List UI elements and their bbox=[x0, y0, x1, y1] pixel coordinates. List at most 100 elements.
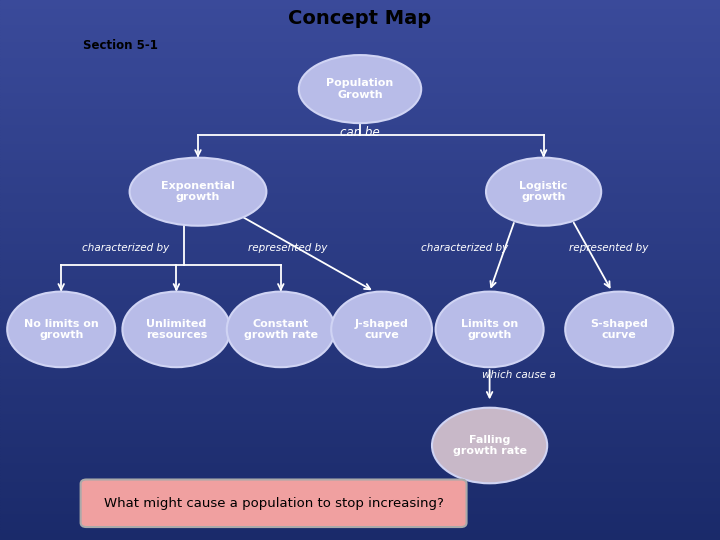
Bar bbox=[0, 0, 720, 3]
Bar bbox=[0, 486, 720, 489]
Bar bbox=[0, 456, 720, 459]
Bar bbox=[0, 427, 720, 429]
Bar bbox=[0, 256, 720, 259]
Bar bbox=[0, 143, 720, 146]
Bar bbox=[0, 165, 720, 167]
Bar bbox=[0, 386, 720, 389]
Text: which cause a: which cause a bbox=[482, 370, 555, 380]
Bar bbox=[0, 32, 720, 35]
Bar bbox=[0, 49, 720, 51]
Bar bbox=[0, 319, 720, 321]
Bar bbox=[0, 254, 720, 256]
Bar bbox=[0, 248, 720, 251]
Bar bbox=[0, 346, 720, 348]
Text: can be: can be bbox=[340, 126, 380, 139]
Text: Population
Growth: Population Growth bbox=[326, 78, 394, 100]
Bar bbox=[0, 157, 720, 159]
Bar bbox=[0, 170, 720, 173]
Bar bbox=[0, 240, 720, 243]
Ellipse shape bbox=[130, 158, 266, 226]
Bar bbox=[0, 494, 720, 497]
Bar bbox=[0, 189, 720, 192]
Bar bbox=[0, 221, 720, 224]
Text: represented by: represented by bbox=[248, 244, 328, 253]
Bar bbox=[0, 159, 720, 162]
Bar bbox=[0, 348, 720, 351]
Bar bbox=[0, 246, 720, 248]
Bar bbox=[0, 329, 720, 332]
Bar bbox=[0, 8, 720, 11]
Bar bbox=[0, 529, 720, 532]
Bar bbox=[0, 289, 720, 292]
Bar bbox=[0, 278, 720, 281]
Bar bbox=[0, 286, 720, 289]
Bar bbox=[0, 68, 720, 70]
Bar bbox=[0, 184, 720, 186]
Text: J-shaped
curve: J-shaped curve bbox=[355, 319, 408, 340]
Bar bbox=[0, 94, 720, 97]
FancyBboxPatch shape bbox=[81, 480, 467, 527]
Text: Falling
growth rate: Falling growth rate bbox=[453, 435, 526, 456]
Bar bbox=[0, 429, 720, 432]
Bar bbox=[0, 173, 720, 176]
Bar bbox=[0, 181, 720, 184]
Bar bbox=[0, 408, 720, 410]
Bar bbox=[0, 400, 720, 402]
Bar bbox=[0, 421, 720, 424]
Bar bbox=[0, 373, 720, 375]
Bar bbox=[0, 535, 720, 537]
Bar bbox=[0, 397, 720, 400]
Bar bbox=[0, 478, 720, 481]
Bar bbox=[0, 340, 720, 343]
Bar bbox=[0, 14, 720, 16]
Ellipse shape bbox=[122, 292, 230, 367]
Bar bbox=[0, 111, 720, 113]
Bar bbox=[0, 73, 720, 76]
Text: characterized by: characterized by bbox=[82, 244, 170, 253]
Bar bbox=[0, 224, 720, 227]
Bar bbox=[0, 275, 720, 278]
Bar bbox=[0, 335, 720, 338]
Bar bbox=[0, 359, 720, 362]
Bar bbox=[0, 251, 720, 254]
Bar bbox=[0, 351, 720, 354]
Bar bbox=[0, 302, 720, 305]
Bar bbox=[0, 324, 720, 327]
Bar bbox=[0, 22, 720, 24]
Bar bbox=[0, 389, 720, 392]
Bar bbox=[0, 116, 720, 119]
Bar bbox=[0, 192, 720, 194]
Bar bbox=[0, 202, 720, 205]
Bar bbox=[0, 154, 720, 157]
Bar bbox=[0, 367, 720, 370]
Bar bbox=[0, 124, 720, 127]
Bar bbox=[0, 481, 720, 483]
Ellipse shape bbox=[227, 292, 335, 367]
Bar bbox=[0, 122, 720, 124]
Bar bbox=[0, 38, 720, 40]
Bar bbox=[0, 454, 720, 456]
Bar bbox=[0, 267, 720, 270]
Ellipse shape bbox=[7, 292, 115, 367]
Bar bbox=[0, 446, 720, 448]
Bar bbox=[0, 364, 720, 367]
Bar bbox=[0, 502, 720, 505]
Bar bbox=[0, 472, 720, 475]
Bar bbox=[0, 356, 720, 359]
Ellipse shape bbox=[565, 292, 673, 367]
Bar bbox=[0, 162, 720, 165]
Text: represented by: represented by bbox=[569, 244, 648, 253]
Bar bbox=[0, 375, 720, 378]
Bar bbox=[0, 148, 720, 151]
Bar bbox=[0, 316, 720, 319]
Bar bbox=[0, 167, 720, 170]
Bar bbox=[0, 321, 720, 324]
Bar bbox=[0, 500, 720, 502]
Bar bbox=[0, 140, 720, 143]
Bar bbox=[0, 243, 720, 246]
Bar bbox=[0, 270, 720, 273]
Bar bbox=[0, 46, 720, 49]
Bar bbox=[0, 81, 720, 84]
Bar bbox=[0, 259, 720, 262]
Bar bbox=[0, 467, 720, 470]
